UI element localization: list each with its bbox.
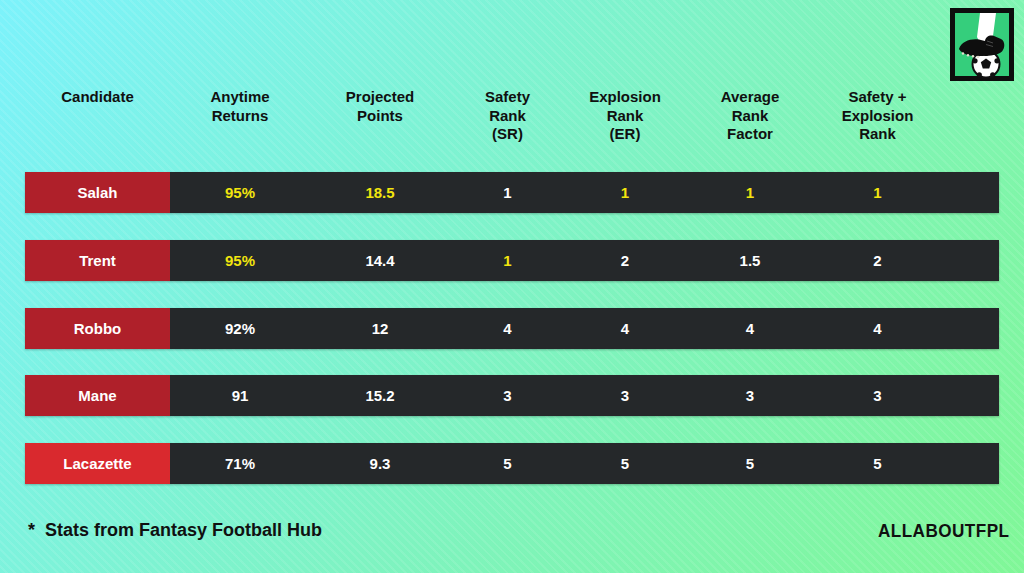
- column-header: Safety Rank (SR): [450, 88, 565, 144]
- stat-cell: 3: [450, 387, 565, 404]
- stat-cell: 4: [565, 320, 685, 337]
- stat-cell: 3: [685, 387, 815, 404]
- stat-cell: 95%: [170, 252, 310, 269]
- fpl-stats-infographic: CandidateAnytime ReturnsProjected Points…: [0, 0, 1024, 576]
- stat-cell: 71%: [170, 455, 310, 472]
- candidate-cell: Robbo: [25, 308, 170, 349]
- table-row: Salah95%18.51111: [25, 172, 999, 213]
- stat-cell: 3: [565, 387, 685, 404]
- stat-cell: 9.3: [310, 455, 450, 472]
- column-header: Projected Points: [310, 88, 450, 144]
- stat-cell: 5: [565, 455, 685, 472]
- stat-cell: 92%: [170, 320, 310, 337]
- football-boot-on-ball-icon: [950, 8, 1014, 81]
- allaboutfpl-logo: [950, 8, 1014, 81]
- stat-cell: 1: [450, 184, 565, 201]
- table-header: CandidateAnytime ReturnsProjected Points…: [25, 88, 999, 144]
- stat-cell: 3: [815, 387, 940, 404]
- column-header: Anytime Returns: [170, 88, 310, 144]
- column-header: Average Rank Factor: [685, 88, 815, 144]
- stat-cell: 18.5: [310, 184, 450, 201]
- stat-cell: 95%: [170, 184, 310, 201]
- stat-cell: 4: [815, 320, 940, 337]
- stat-cell: 5: [685, 455, 815, 472]
- column-header: Explosion Rank (ER): [565, 88, 685, 144]
- stat-cell: 5: [815, 455, 940, 472]
- source-note: * Stats from Fantasy Football Hub: [28, 520, 322, 541]
- stat-cell: 4: [685, 320, 815, 337]
- stat-cell: 1: [565, 184, 685, 201]
- stat-cell: 15.2: [310, 387, 450, 404]
- stat-cell: 1.5: [685, 252, 815, 269]
- table-row: Lacazette71%9.35555: [25, 443, 999, 484]
- stat-cell: 91: [170, 387, 310, 404]
- column-header: Candidate: [25, 88, 170, 144]
- stat-cell: 12: [310, 320, 450, 337]
- candidate-cell: Mane: [25, 375, 170, 416]
- stat-cell: 2: [815, 252, 940, 269]
- stat-cell: 4: [450, 320, 565, 337]
- column-header: Safety + Explosion Rank: [815, 88, 940, 144]
- stat-cell: 2: [565, 252, 685, 269]
- stat-cell: 1: [685, 184, 815, 201]
- stat-cell: 5: [450, 455, 565, 472]
- candidate-cell: Lacazette: [25, 443, 170, 484]
- table-row: Trent95%14.4121.52: [25, 240, 999, 281]
- candidate-cell: Trent: [25, 240, 170, 281]
- table-row: Robbo92%124444: [25, 308, 999, 349]
- table-row: Mane9115.23333: [25, 375, 999, 416]
- candidate-cell: Salah: [25, 172, 170, 213]
- stat-cell: 14.4: [310, 252, 450, 269]
- stat-cell: 1: [450, 252, 565, 269]
- stat-cell: 1: [815, 184, 940, 201]
- brand-wordmark: ALLABOUTFPL: [877, 521, 1009, 542]
